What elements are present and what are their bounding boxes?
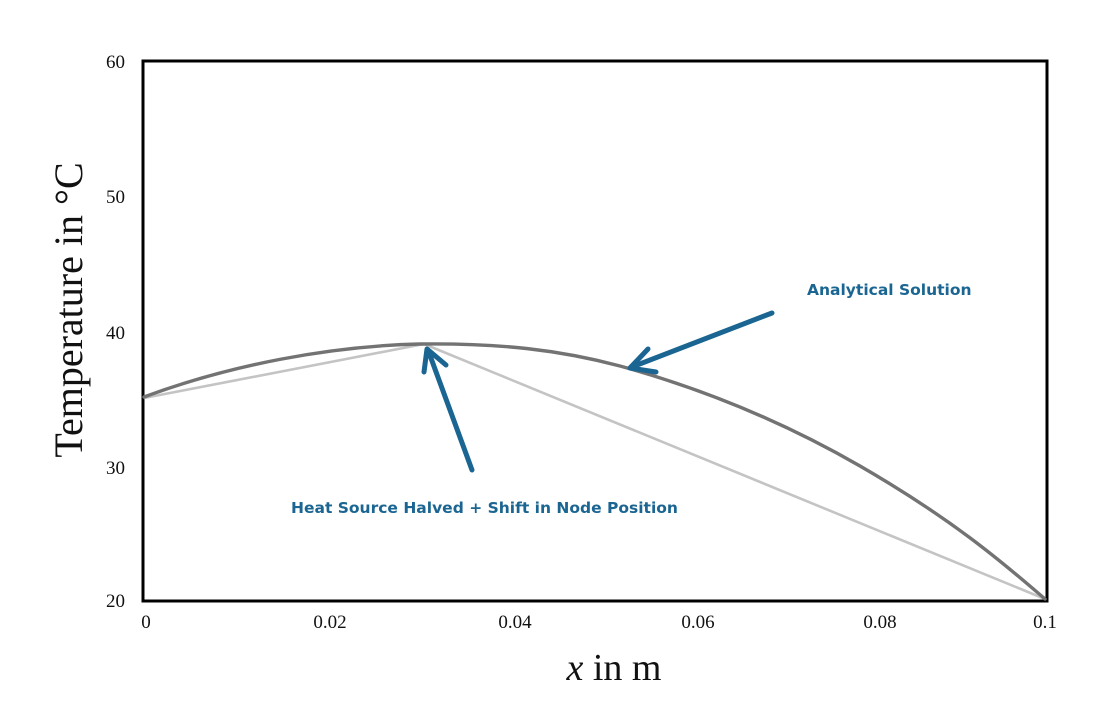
x-tick-label: 0.02 [313, 612, 346, 633]
y-tick-label: 30 [106, 458, 125, 479]
x-axis: 0 0.02 0.04 0.06 0.08 0.1 [141, 612, 1057, 633]
x-tick-label: 0.04 [498, 612, 532, 633]
numerical-arrowhead-icon [421, 346, 449, 375]
y-tick-label: 50 [106, 187, 125, 208]
x-tick-label: 0.1 [1033, 612, 1057, 633]
analytical-arrow-icon [629, 310, 775, 370]
y-tick-label: 60 [106, 52, 125, 73]
y-axis-title: Temperature in °C [46, 162, 91, 457]
numerical-arrow-icon [425, 347, 475, 473]
analytical-solution-line [142, 342, 1047, 601]
x-axis-title: x in m [566, 647, 662, 689]
numerical-solution-label: Heat Source Halved + Shift in Node Posit… [291, 499, 678, 517]
x-axis-variable: x [566, 647, 584, 689]
analytical-solution-label: Analytical Solution [807, 281, 972, 299]
x-tick-label: 0.08 [863, 612, 896, 633]
x-tick-label: 0 [141, 612, 151, 633]
x-tick-label: 0.06 [681, 612, 714, 633]
y-axis: 20 30 40 50 60 [106, 52, 125, 612]
plot-area [141, 59, 1049, 603]
y-tick-label: 40 [106, 323, 125, 344]
y-tick-label: 20 [106, 591, 125, 612]
x-axis-unit: in m [583, 647, 661, 689]
analytical-arrowhead-icon [627, 346, 659, 375]
